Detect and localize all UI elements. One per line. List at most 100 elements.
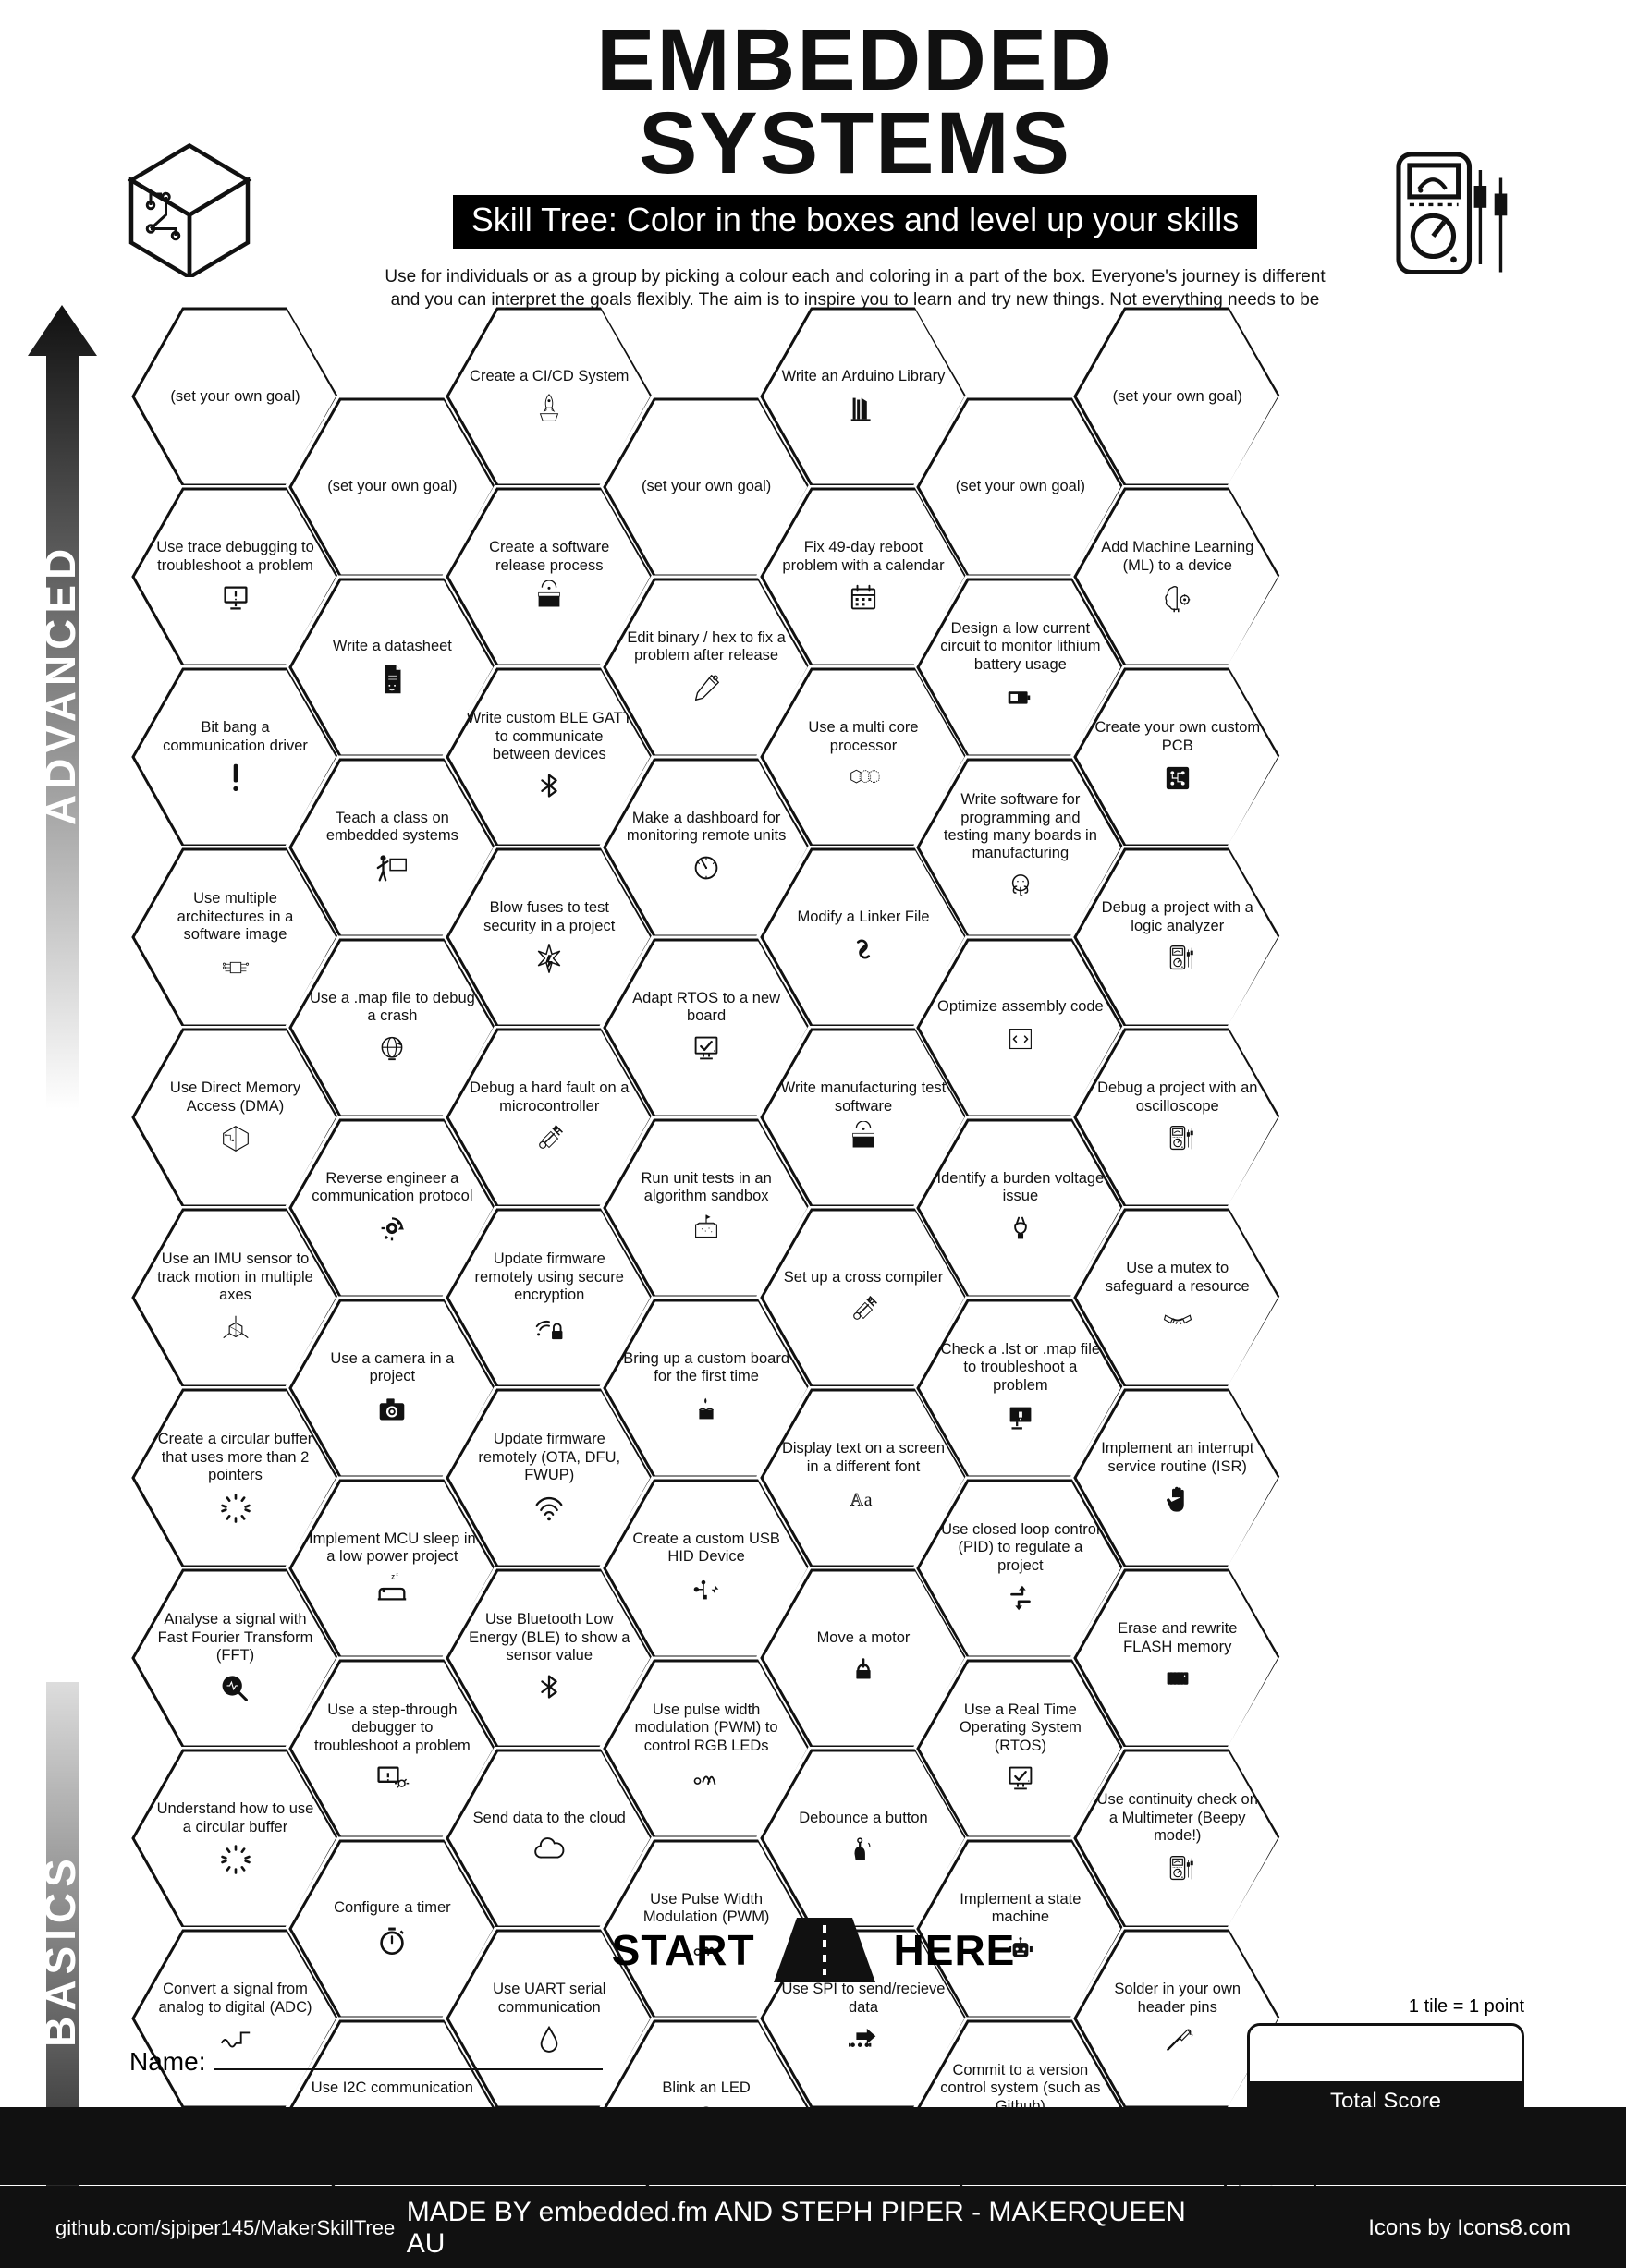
monitor-check-icon xyxy=(689,1030,724,1066)
hand-stop-icon xyxy=(1160,1482,1195,1517)
loop-arrows-icon xyxy=(1003,1580,1038,1616)
chip-network-icon xyxy=(218,950,253,985)
skill-node-label: Convert a signal from analog to digital … xyxy=(152,1981,319,2017)
skill-node-label: Use a multi core processor xyxy=(780,719,947,755)
basics-axis-label: BASICS xyxy=(35,1728,85,2172)
skill-node-label: Write a datasheet xyxy=(333,638,452,655)
skill-node-label: Use a step-through debugger to troublesh… xyxy=(309,1701,476,1755)
skill-node-label: Modify a Linker File xyxy=(797,908,929,926)
skill-node-label: Write custom BLE GATT to communicate bet… xyxy=(466,710,633,763)
skill-node-label: Design a low current circuit to monitor … xyxy=(936,620,1104,674)
skill-node-label: Create a custom USB HID Device xyxy=(623,1530,790,1567)
tools-icon xyxy=(846,1292,881,1327)
title-block: EMBEDDED SYSTEMS Skill Tree: Color in th… xyxy=(370,18,1340,353)
skill-node-label: Create your own custom PCB xyxy=(1094,719,1261,755)
skill-node-label: (set your own goal) xyxy=(642,478,771,495)
circle-dash-icon xyxy=(218,1491,253,1526)
skill-node-label: Use multiple architectures in a software… xyxy=(152,890,319,944)
cake-icon xyxy=(689,1391,724,1426)
gear-orbit-icon xyxy=(374,1211,410,1246)
skill-node-label: Write an Arduino Library xyxy=(782,368,946,385)
cubes-three-icon xyxy=(846,761,881,796)
skill-node-label: Debug a hard fault on a microcontroller xyxy=(466,1079,633,1116)
multimeter-icon xyxy=(1160,941,1195,976)
skill-hex-grid: (set your own goal) Use trace debugging … xyxy=(129,305,1516,1922)
aa-font-icon: Aa xyxy=(846,1482,881,1517)
chip-circuit-icon xyxy=(218,1121,253,1156)
monitor-bug-icon xyxy=(374,1761,410,1796)
cloud-icon xyxy=(532,1833,567,1868)
skill-node-label: Optimize assembly code xyxy=(937,998,1104,1016)
skill-node-label: Erase and rewrite FLASH memory xyxy=(1094,1620,1261,1656)
skill-node-label: Implement an interrupt service routine (… xyxy=(1094,1440,1261,1476)
chain-link-icon xyxy=(846,932,881,967)
sleep-bed-icon: Zz xyxy=(374,1571,410,1606)
stopwatch-icon xyxy=(374,1923,410,1958)
skill-node-label: Update firmware remotely using secure en… xyxy=(466,1250,633,1304)
name-label: Name: xyxy=(129,2047,205,2077)
skill-node-label: Use UART serial communication xyxy=(466,1981,633,2017)
skill-node-label: Debug a project with a logic analyzer xyxy=(1094,899,1261,935)
bluetooth-icon xyxy=(532,770,567,805)
skill-node-label: Update firmware remotely (OTA, DFU, FWUP… xyxy=(466,1431,633,1484)
wifi-lock-icon xyxy=(532,1311,567,1346)
pcb-icon xyxy=(1160,761,1195,796)
tools-icon xyxy=(532,1121,567,1156)
skill-node-label: Use closed loop control (PID) to regulat… xyxy=(936,1521,1104,1575)
skill-node-label: Move a motor xyxy=(817,1629,911,1647)
skill-node-label: Check a .lst or .map file to troubleshoo… xyxy=(936,1341,1104,1395)
skill-node-label: Make a dashboard for monitoring remote u… xyxy=(623,810,790,846)
skill-node-label: Use Bluetooth Low Energy (BLE) to show a… xyxy=(466,1611,633,1664)
skill-node-label: Solder in your own header pins xyxy=(1094,1981,1261,2017)
wifi-icon xyxy=(532,1491,567,1526)
rocket-box-icon xyxy=(532,391,567,426)
monitor-alert-icon xyxy=(1003,1400,1038,1435)
skill-node-label: Create a software release process xyxy=(466,539,633,575)
brain-gear-icon xyxy=(1160,580,1195,616)
skill-node-label: (set your own goal) xyxy=(956,478,1085,495)
skill-node-label: Create a circular buffer that uses more … xyxy=(152,1431,319,1484)
skill-node-label: Use a Real Time Operating System (RTOS) xyxy=(936,1701,1104,1755)
repo-link[interactable]: github.com/sjpiper145/MakerSkillTree xyxy=(55,2216,395,2240)
skill-node-label: Use a camera in a project xyxy=(309,1350,476,1386)
circle-dash-icon xyxy=(218,1842,253,1877)
skill-node-label: Debounce a button xyxy=(799,1810,927,1827)
skill-node-label: Analyse a signal with Fast Fourier Trans… xyxy=(152,1611,319,1664)
skill-node-label: Use a mutex to safeguard a resource xyxy=(1094,1260,1261,1296)
skill-node-label: Debug a project with an oscilloscope xyxy=(1094,1079,1261,1116)
skill-node-label: Use continuity check on a Multimeter (Be… xyxy=(1094,1791,1261,1845)
alert-monitor-icon xyxy=(218,580,253,616)
svg-text:a: a xyxy=(864,1490,873,1510)
score-value-field[interactable] xyxy=(1250,2026,1522,2081)
release-box-icon xyxy=(532,580,567,616)
score-hint-text: 1 tile = 1 point xyxy=(1247,1996,1524,2018)
skill-node-label: Write manufacturing test software xyxy=(780,1079,947,1116)
bluetooth-icon xyxy=(532,1671,567,1706)
teacher-icon xyxy=(374,850,410,885)
pwm-wave-icon xyxy=(689,1761,724,1796)
skill-node-label: Write software for programming and testi… xyxy=(936,791,1104,863)
handshake-icon xyxy=(1160,1301,1195,1336)
wave-magnify-icon xyxy=(218,1671,253,1706)
code-tags-icon xyxy=(1003,1022,1038,1057)
skill-node-label: Use I2C communication xyxy=(312,2079,473,2097)
skill-node-label: Use pulse width modulation (PWM) to cont… xyxy=(623,1701,790,1755)
skill-node-label: Blink an LED xyxy=(662,2079,750,2097)
poster-page: EMBEDDED SYSTEMS Skill Tree: Color in th… xyxy=(0,0,1626,2268)
skill-node-label: Identify a burden voltage issue xyxy=(936,1170,1104,1206)
skill-node-label: Use trace debugging to troubleshoot a pr… xyxy=(152,539,319,575)
skill-node-label: Use an IMU sensor to track motion in mul… xyxy=(152,1250,319,1304)
score-box: 1 tile = 1 point Total Score xyxy=(1247,1996,1524,2125)
motor-icon xyxy=(846,1652,881,1688)
skill-node-label: Display text on a screen in a different … xyxy=(780,1440,947,1476)
skill-node-label: (set your own goal) xyxy=(1113,388,1242,406)
name-input[interactable] xyxy=(214,2068,603,2070)
multimeter-icon xyxy=(1160,1851,1195,1886)
skill-node-label: Use SPI to send/recieve data xyxy=(780,1981,947,2017)
fuse-burst-icon xyxy=(532,941,567,976)
i2c-arrow-icon xyxy=(846,2022,881,2057)
skill-node-label: Implement MCU sleep in a low power proje… xyxy=(309,1530,476,1567)
flash-chip-icon xyxy=(1160,1662,1195,1697)
page-title: EMBEDDED SYSTEMS xyxy=(370,18,1340,186)
skill-node-label: (set your own goal) xyxy=(170,388,300,406)
